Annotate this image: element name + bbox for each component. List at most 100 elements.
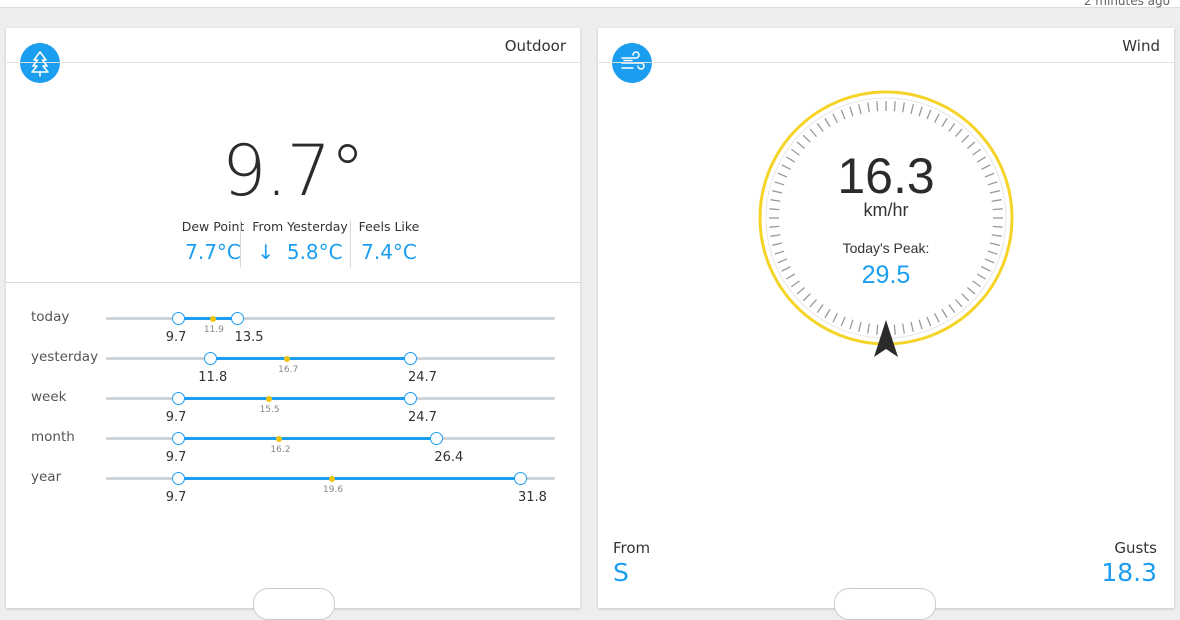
range-max-handle[interactable] bbox=[404, 392, 417, 405]
from-label: From bbox=[613, 539, 651, 557]
compass-ticks bbox=[769, 101, 1003, 335]
gusts-value: 18.3 bbox=[1101, 558, 1157, 587]
range-label: yesterday bbox=[31, 349, 99, 365]
range-min-value: 9.7 bbox=[165, 450, 187, 465]
range-label: today bbox=[31, 309, 70, 325]
compass-tick bbox=[984, 172, 995, 178]
range-average-marker bbox=[265, 396, 272, 402]
range-fill bbox=[178, 317, 238, 320]
compass-tick bbox=[770, 199, 781, 202]
range-label: week bbox=[31, 389, 67, 405]
compass-tick bbox=[777, 172, 788, 178]
range-max-value: 24.7 bbox=[408, 370, 437, 385]
compass-tick bbox=[941, 308, 948, 319]
compass-tick bbox=[926, 109, 932, 120]
top-bar: 2 minutes ago bbox=[0, 0, 1180, 8]
stat-divider bbox=[350, 220, 351, 268]
wind-speed: 16.3 bbox=[837, 148, 934, 204]
compass-tick bbox=[824, 308, 831, 319]
compass-tick bbox=[840, 109, 846, 120]
compass-tick bbox=[769, 225, 780, 228]
compass-tick bbox=[774, 181, 785, 186]
compass-tick bbox=[989, 242, 1000, 246]
expand-toggle-button[interactable] bbox=[253, 588, 335, 620]
from-yesterday-label: From Yesterday bbox=[252, 219, 348, 234]
dew-point-stat: Dew Point 7.7°C bbox=[163, 219, 263, 264]
range-average-marker bbox=[276, 436, 283, 442]
card-title-divider bbox=[6, 62, 580, 63]
compass-tick bbox=[785, 273, 796, 280]
compass-tick bbox=[918, 319, 923, 330]
range-average-value: 16.7 bbox=[278, 365, 299, 375]
compass-tick bbox=[781, 265, 791, 272]
compass-tick bbox=[781, 164, 791, 171]
compass-tick bbox=[902, 323, 905, 334]
compass-tick bbox=[948, 122, 956, 132]
section-divider bbox=[6, 282, 580, 283]
compass-tick bbox=[785, 156, 796, 163]
compass-tick bbox=[948, 304, 956, 314]
compass-tick bbox=[796, 286, 806, 295]
compass-tick bbox=[984, 258, 995, 264]
dew-point-label: Dew Point bbox=[181, 219, 245, 234]
compass-tick bbox=[961, 134, 970, 143]
range-max-handle[interactable] bbox=[430, 432, 444, 445]
range-average-value: 15.5 bbox=[259, 405, 280, 415]
range-min-value: 9.7 bbox=[165, 330, 187, 345]
range-min-value: 9.7 bbox=[165, 410, 187, 425]
stat-divider bbox=[240, 220, 241, 268]
outdoor-temperature: 9.7° bbox=[221, 130, 365, 212]
compass-tick bbox=[976, 273, 987, 280]
compass-tick bbox=[849, 106, 854, 117]
expand-toggle-button[interactable] bbox=[834, 588, 936, 620]
compass-tick bbox=[933, 113, 940, 123]
range-min-value: 9.7 bbox=[165, 490, 187, 505]
range-average-marker bbox=[209, 316, 216, 322]
compass-tick bbox=[849, 319, 854, 330]
compass-tick bbox=[840, 316, 846, 327]
last-updated-text: 2 minutes ago bbox=[1083, 0, 1170, 8]
compass-tick bbox=[961, 293, 970, 302]
compass-tick bbox=[796, 141, 806, 150]
range-average-marker bbox=[284, 356, 291, 362]
arrow-down-icon: ↓ bbox=[257, 240, 275, 264]
outdoor-card: Outdoor 9.7° Dew Point 7.7°C From Yester… bbox=[6, 28, 580, 620]
range-max-handle[interactable] bbox=[513, 472, 527, 485]
compass-tick bbox=[933, 313, 940, 323]
feels-like-stat: Feels Like 7.4°C bbox=[349, 219, 429, 264]
range-min-handle[interactable] bbox=[171, 472, 185, 485]
range-max-value: 31.8 bbox=[517, 490, 547, 505]
compass-tick bbox=[858, 104, 862, 115]
compass-tick bbox=[941, 117, 948, 128]
compass-tick bbox=[910, 321, 914, 332]
compass-tick bbox=[893, 324, 896, 335]
from-direction-value: S bbox=[613, 558, 629, 587]
compass-tick bbox=[824, 117, 831, 128]
wind-direction-arrow-icon bbox=[874, 320, 898, 357]
compass-tick bbox=[816, 122, 824, 132]
compass-tick bbox=[991, 199, 1002, 202]
compass-tick bbox=[876, 101, 879, 112]
range-min-handle[interactable] bbox=[171, 312, 185, 325]
from-yesterday-stat: From Yesterday ↓ 5.8°C bbox=[246, 219, 354, 264]
range-max-handle[interactable] bbox=[230, 312, 244, 325]
from-yesterday-value-row: ↓ 5.8°C bbox=[246, 240, 354, 264]
range-row-today: today 9.7 11.9 13.5 bbox=[6, 309, 580, 349]
compass-tick bbox=[918, 106, 923, 117]
range-row-yesterday: yesterday 11.8 16.7 24.7 bbox=[6, 349, 580, 389]
range-min-handle[interactable] bbox=[171, 432, 185, 445]
wind-title: Wind bbox=[1122, 37, 1160, 55]
range-min-handle[interactable] bbox=[204, 352, 218, 365]
range-row-year: year 9.7 19.6 31.8 bbox=[6, 469, 580, 509]
range-max-value: 26.4 bbox=[434, 450, 464, 465]
wind-icon bbox=[612, 43, 652, 83]
compass-tick bbox=[972, 148, 982, 156]
range-max-value: 13.5 bbox=[234, 330, 264, 345]
compass-tick bbox=[981, 265, 991, 272]
compass-tick bbox=[772, 242, 783, 246]
range-max-handle[interactable] bbox=[404, 352, 417, 365]
compass-tick bbox=[809, 298, 818, 308]
tree-icon bbox=[20, 43, 60, 83]
range-min-handle[interactable] bbox=[171, 392, 185, 405]
wind-unit: km/hr bbox=[864, 200, 909, 220]
